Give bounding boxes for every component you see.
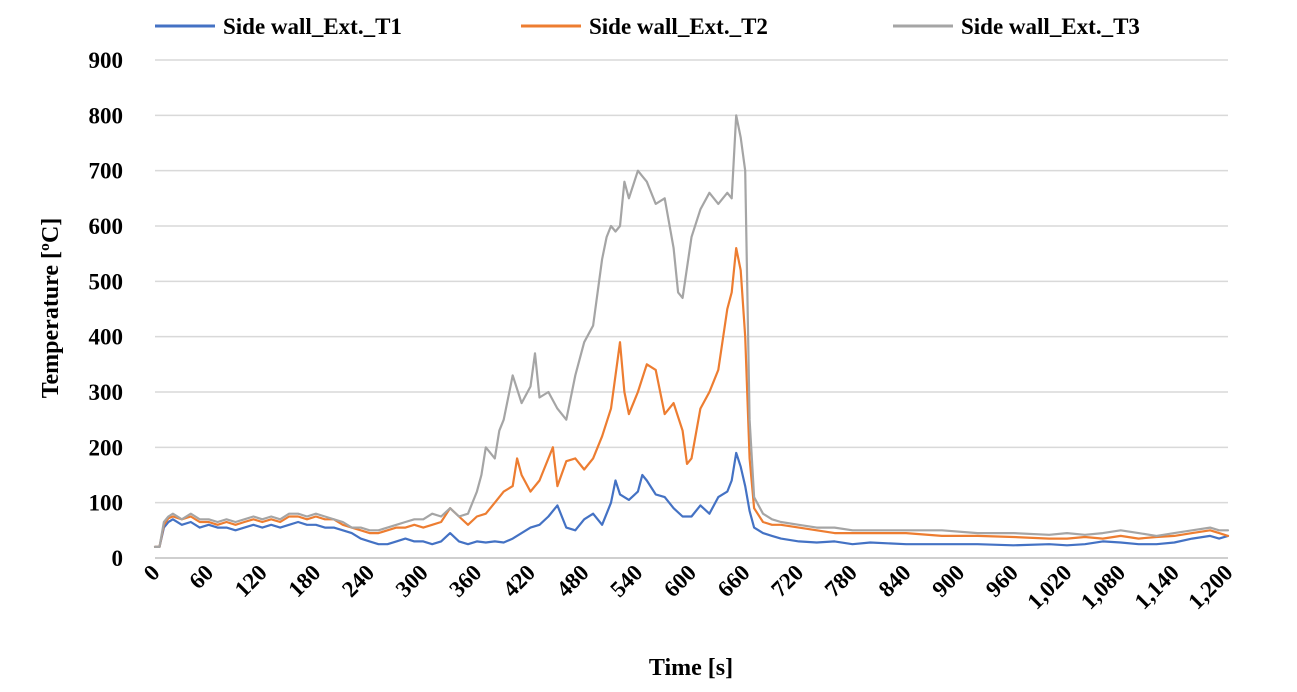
x-tick-label: 180 xyxy=(283,560,325,602)
x-tick-label: 480 xyxy=(552,560,594,602)
x-tick-label: 1,020 xyxy=(1022,560,1076,614)
y-tick-label: 200 xyxy=(89,435,124,460)
series-line-t1 xyxy=(153,451,1230,549)
series-lines xyxy=(153,114,1230,549)
x-tick-label: 720 xyxy=(766,560,808,602)
x-tick-label: 420 xyxy=(498,560,540,602)
legend: Side wall_Ext._T1 Side wall_Ext._T2 Side w… xyxy=(155,14,1140,39)
x-tick-label: 780 xyxy=(820,560,862,602)
x-tick-label: 0 xyxy=(139,560,165,586)
grid xyxy=(155,59,1228,559)
x-tick-label: 60 xyxy=(184,560,218,594)
y-axis-ticks: 0 100 200 300 400 500 600 700 800 900 xyxy=(89,48,124,571)
y-tick-label: 300 xyxy=(89,380,124,405)
x-tick-label: 1,200 xyxy=(1183,560,1237,614)
legend-label-t3: Side wall_Ext._T3 xyxy=(961,14,1140,39)
x-axis-ticks: 0 60 120 180 240 300 360 420 480 540 600 660 720 780 8… xyxy=(139,560,1238,614)
x-tick-label: 960 xyxy=(981,560,1023,602)
x-tick-label: 600 xyxy=(659,560,701,602)
legend-label-t1: Side wall_Ext._T1 xyxy=(223,14,402,39)
x-tick-label: 660 xyxy=(713,560,755,602)
x-tick-label: 240 xyxy=(337,560,379,602)
y-tick-label: 500 xyxy=(89,269,124,294)
x-tick-label: 120 xyxy=(230,560,272,602)
y-tick-label: 800 xyxy=(89,103,124,128)
y-tick-label: 100 xyxy=(89,491,124,516)
y-tick-label: 0 xyxy=(112,546,124,571)
y-tick-label: 700 xyxy=(89,159,124,184)
x-tick-label: 300 xyxy=(391,560,433,602)
x-tick-label: 1,080 xyxy=(1076,560,1130,614)
legend-label-t2: Side wall_Ext._T2 xyxy=(589,14,768,39)
x-tick-label: 540 xyxy=(605,560,647,602)
y-tick-label: 600 xyxy=(89,214,124,239)
y-axis-label: Temperature [ºC] xyxy=(38,218,64,399)
x-tick-label: 360 xyxy=(444,560,486,602)
y-tick-label: 900 xyxy=(89,48,124,73)
x-tick-label: 840 xyxy=(874,560,916,602)
x-axis-label: Time [s] xyxy=(649,655,733,681)
x-tick-label: 1,140 xyxy=(1130,560,1184,614)
y-tick-label: 400 xyxy=(89,325,124,350)
series-line-t3 xyxy=(153,114,1230,549)
series-line-t2 xyxy=(153,247,1230,549)
x-tick-label: 900 xyxy=(927,560,969,602)
